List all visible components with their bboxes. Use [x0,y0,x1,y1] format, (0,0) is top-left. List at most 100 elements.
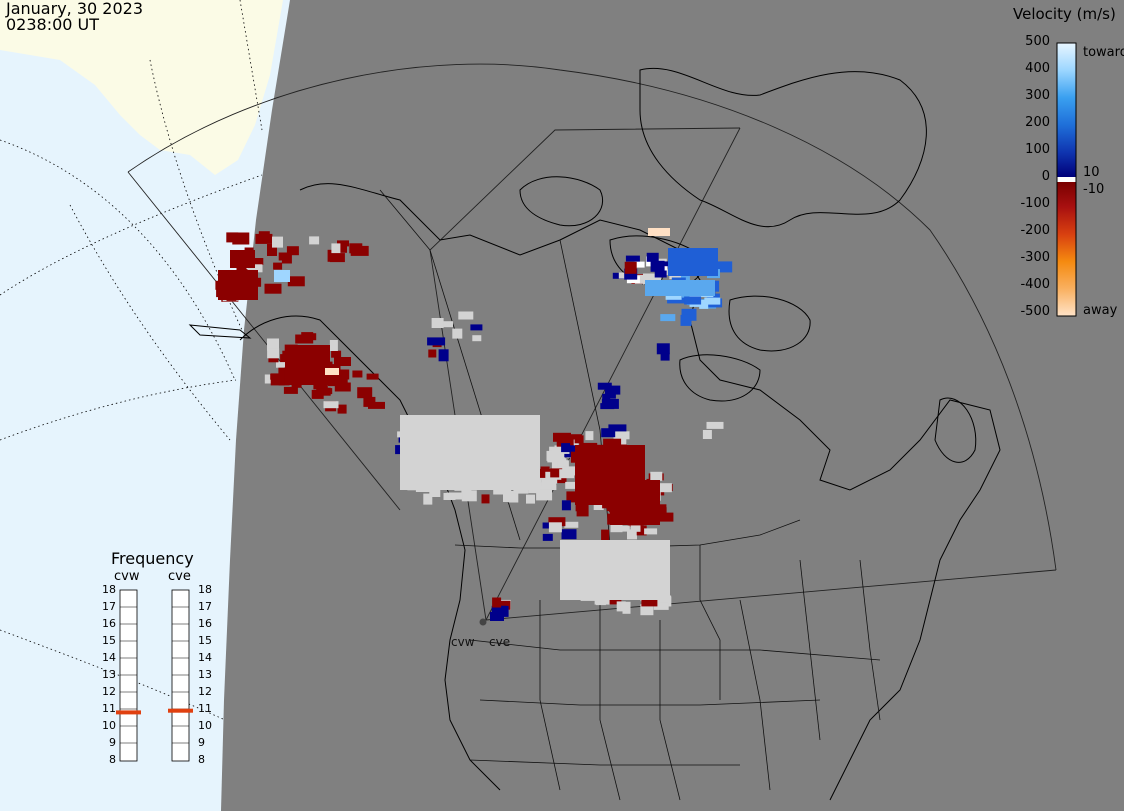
radar-cell [550,468,563,478]
radar-cell [561,529,577,540]
radar-cell [316,388,333,395]
radar-cell [508,491,519,503]
radar-cell [634,274,650,284]
radar-cell [400,415,540,490]
frequency-radar-cvw: cvw [114,569,140,584]
frequency-tick-left: 15 [102,634,116,647]
radar-cell [458,311,474,320]
colorbar-tick-label: -300 [1020,250,1050,265]
radar-cell [286,246,299,256]
radar-cell [274,270,290,282]
frequency-tick-right: 15 [198,634,212,647]
radar-cell [329,253,345,263]
radar-cell [327,375,342,387]
radar-cell [287,276,305,287]
radar-cell [334,357,351,366]
frequency-tick-right: 9 [198,736,205,749]
radar-cell [536,489,553,501]
radar-cell [429,487,441,497]
colorbar-neg10-label: -10 [1083,182,1105,197]
radar-cell [706,421,724,429]
radar-cell [601,428,616,438]
radar-cell [272,236,283,248]
radar-cell [427,337,446,346]
frequency-tick-right: 14 [198,651,212,664]
frequency-tick-left: 10 [102,719,116,732]
radar-cell [470,324,483,331]
radar-cell [552,447,570,454]
radar-cell [643,273,661,285]
velocity-colorbar [1056,42,1077,317]
frequency-title: Frequency [111,549,194,568]
radar-cell [368,401,385,409]
radar-cell [270,373,285,386]
radar-cell [366,373,379,380]
radar-cell [660,314,676,322]
frequency-column [171,589,190,762]
radar-cell [610,480,660,525]
radar-cell [423,493,433,505]
frequency-tick-right: 12 [198,685,212,698]
radar-cell [612,272,624,279]
radar-cell [431,318,444,328]
radar-cell [645,280,715,296]
frequency-marker [168,708,193,713]
date-label: January, 30 2023 [6,0,143,18]
frequency-tick-right: 16 [198,617,212,630]
radar-cell [564,521,579,528]
radar-cell [630,519,641,532]
radar-cell [646,252,659,262]
frequency-tick-right: 11 [198,702,212,715]
radar-cell [267,244,277,256]
radar-cell [334,382,351,392]
colorbar-tick-label: 100 [1025,142,1050,157]
radar-cell [443,493,456,500]
radar-cell [273,262,283,270]
radar-cell [490,612,504,621]
radar-cell [565,481,577,489]
radar-cell [548,517,566,527]
radar-cell [602,502,617,509]
radar-cell [309,236,320,245]
time-label: 0238:00 UT [6,15,100,34]
radar-cell [655,512,674,522]
frequency-tick-right: 17 [198,600,212,613]
radar-cell [541,479,557,490]
radar-cell [428,349,437,358]
radar-cell [601,529,610,541]
radar-cell [626,276,640,284]
frequency-tick-left: 14 [102,651,116,664]
radar-cell [656,343,670,355]
radar-cell [303,333,317,341]
colorbar-tick-label: 0 [1041,169,1050,184]
radar-cell [323,401,339,409]
radar-cell [254,258,264,265]
frequency-tick-right: 8 [198,753,205,766]
colorbar-tick-label: -400 [1020,277,1050,292]
frequency-tick-left: 13 [102,668,116,681]
radar-cell [557,458,567,470]
radar-cell [648,228,670,236]
radar-cell [641,595,658,607]
frequency-tick-left: 17 [102,600,116,613]
radar-cell [680,314,692,326]
radar-cell [650,471,663,481]
radar-cell [613,431,630,440]
frequency-tick-right: 13 [198,668,212,681]
radar-cell [278,252,291,261]
radar-cell [491,605,507,614]
site-label-cve: cve [489,635,511,649]
radar-cell [337,404,347,414]
radar-cell [585,431,594,441]
radar-cell [603,438,622,450]
frequency-marker [116,710,141,715]
radar-cell [659,596,672,607]
radar-cell [625,255,640,262]
frequency-tick-left: 11 [102,702,116,715]
radar-cell [481,494,490,504]
colorbar-tick-label: 300 [1025,88,1050,103]
radar-cell [325,368,339,375]
radar-cell [218,270,258,300]
colorbar-tick-label: -200 [1020,223,1050,238]
radar-cell [331,364,341,372]
